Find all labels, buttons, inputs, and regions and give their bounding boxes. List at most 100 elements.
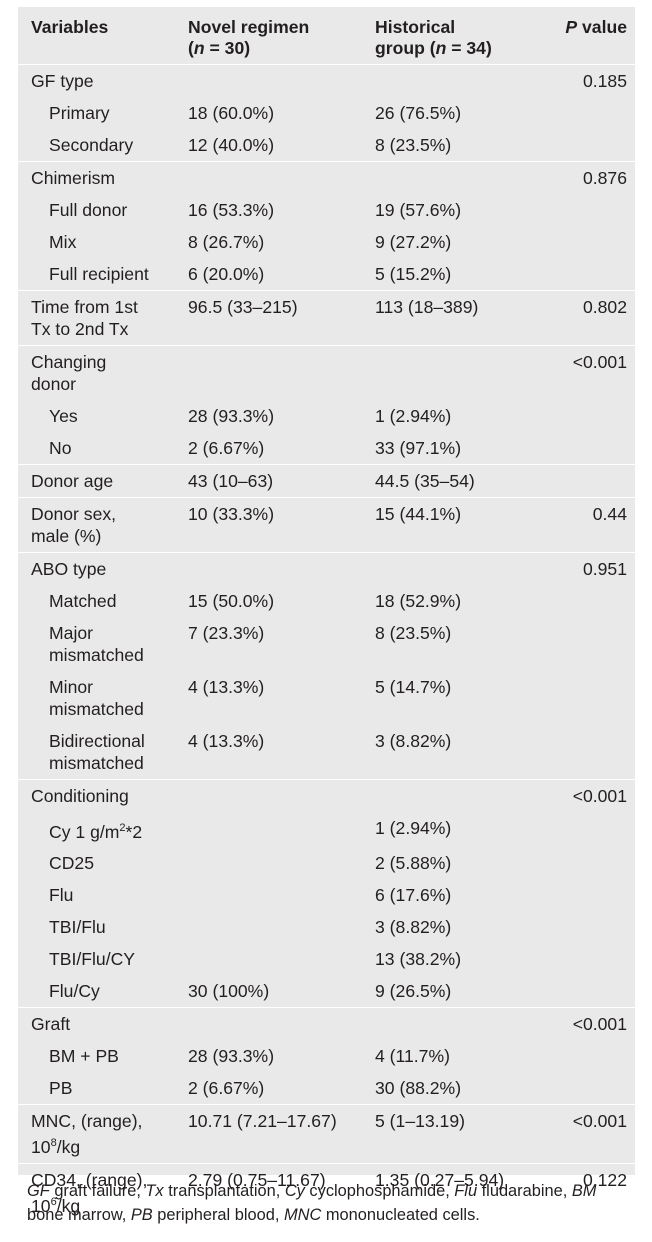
novel-value-cell: 2 (6.67%) bbox=[188, 437, 265, 458]
table-row: ABO type 0.951 bbox=[18, 552, 635, 585]
variable-cell: Bidirectional mismatched bbox=[18, 725, 188, 780]
p-value-cell bbox=[545, 671, 635, 725]
table-panel: Variables Novel regimen (n = 30) Historic… bbox=[18, 7, 635, 1216]
variable-label: Major mismatched bbox=[49, 622, 144, 665]
header-novel-line1: Novel regimen bbox=[188, 17, 310, 37]
variable-label: TBI/Flu bbox=[49, 917, 106, 938]
novel-value-cell bbox=[188, 943, 375, 975]
variable-label: ABO type bbox=[31, 558, 107, 579]
variable-cell: TBI/Flu/CY bbox=[18, 943, 188, 975]
header-variables: Variables bbox=[31, 17, 109, 37]
p-value-cell bbox=[545, 725, 635, 780]
table-row: TBI/Flu/CY 13 (38.2%) bbox=[18, 943, 635, 975]
table-row: Flu/Cy 30 (100%) 9 (26.5%) bbox=[18, 975, 635, 1008]
novel-value-cell: 7 (23.3%) bbox=[188, 622, 265, 643]
variable-cell: Secondary bbox=[18, 129, 188, 162]
historical-value-cell: 8 (23.5%) bbox=[375, 622, 452, 643]
table-row: Mix 8 (26.7%) 9 (27.2%) bbox=[18, 226, 635, 258]
historical-value-cell bbox=[375, 64, 545, 97]
variable-cell: CD34, (range), 106/kg bbox=[18, 1164, 188, 1222]
variable-cell: Full recipient bbox=[18, 258, 188, 291]
historical-value-cell: 9 (26.5%) bbox=[375, 981, 452, 1002]
variable-label: Bidirectional mismatched bbox=[49, 730, 145, 773]
variable-cell: Yes bbox=[18, 400, 188, 432]
novel-value-cell bbox=[188, 911, 375, 943]
p-value-cell bbox=[545, 911, 635, 943]
variable-label: Flu/Cy bbox=[49, 981, 100, 1002]
historical-value-cell: 1.35 (0.27–5.94) bbox=[375, 1170, 505, 1191]
novel-value-cell bbox=[188, 345, 375, 400]
table-row: CD34, (range), 106/kg 2.79 (0.75–11.67) 1.… bbox=[18, 1163, 635, 1222]
variable-cell: Changing donor bbox=[18, 345, 188, 400]
historical-value-cell bbox=[375, 161, 545, 194]
variable-label: Secondary bbox=[49, 134, 134, 155]
variable-label: GF type bbox=[31, 70, 94, 91]
table-row: Minor mismatched 4 (13.3%) 5 (14.7%) bbox=[18, 671, 635, 725]
novel-value-cell: 30 (100%) bbox=[188, 981, 270, 1002]
historical-value-cell: 3 (8.82%) bbox=[375, 730, 452, 751]
p-value-cell bbox=[545, 975, 635, 1008]
novel-value-cell bbox=[188, 812, 375, 848]
p-value-cell bbox=[545, 194, 635, 226]
table-row: Major mismatched 7 (23.3%) 8 (23.5%) bbox=[18, 617, 635, 671]
footnote-abbreviation: BM bbox=[571, 1182, 597, 1200]
header-historical-group: Historical group (n = 34) bbox=[375, 7, 545, 64]
variable-label: BM + PB bbox=[49, 1046, 119, 1067]
variable-cell: BM + PB bbox=[18, 1040, 188, 1072]
table-row: Flu 6 (17.6%) bbox=[18, 879, 635, 911]
historical-value-cell: 2 (5.88%) bbox=[375, 853, 452, 874]
p-value-cell bbox=[545, 943, 635, 975]
novel-value-cell: 2.79 (0.75–11.67) bbox=[188, 1170, 326, 1191]
variable-cell: Minor mismatched bbox=[18, 671, 188, 725]
variable-label: Donor age bbox=[31, 470, 114, 491]
variable-label: Donor sex, male (%) bbox=[31, 503, 117, 546]
table-row: Full recipient 6 (20.0%) 5 (15.2%) bbox=[18, 258, 635, 291]
p-value-cell: 0.951 bbox=[582, 558, 627, 579]
novel-value-cell: 43 (10–63) bbox=[188, 470, 274, 491]
table-row: Chimerism 0.876 bbox=[18, 161, 635, 194]
novel-value-cell: 16 (53.3%) bbox=[188, 199, 275, 220]
table-row: Donor sex, male (%) 10 (33.3%) 15 (44.1%) 0… bbox=[18, 497, 635, 552]
variable-cell: Graft bbox=[18, 1008, 188, 1041]
footnote-definition: fludarabine, bbox=[477, 1182, 572, 1200]
table-row: TBI/Flu 3 (8.82%) bbox=[18, 911, 635, 943]
variable-suffix: *2 bbox=[125, 821, 143, 842]
variable-label: Chimerism bbox=[31, 167, 116, 188]
variable-cell: GF type bbox=[18, 64, 188, 97]
novel-value-cell bbox=[188, 879, 375, 911]
variable-label: Graft bbox=[31, 1014, 71, 1035]
p-value-cell: <0.001 bbox=[572, 351, 627, 372]
variable-label: Changing donor bbox=[31, 351, 107, 394]
header-p-suffix: value bbox=[577, 17, 627, 37]
historical-value-cell: 26 (76.5%) bbox=[375, 102, 462, 123]
p-value-cell bbox=[545, 400, 635, 432]
p-value-cell bbox=[545, 847, 635, 879]
historical-value-cell: 30 (88.2%) bbox=[375, 1078, 462, 1099]
p-value-cell bbox=[545, 617, 635, 671]
p-value-cell bbox=[545, 1072, 635, 1105]
variable-label: Full recipient bbox=[49, 263, 149, 284]
novel-value-cell bbox=[188, 847, 375, 879]
table-row: Bidirectional mismatched 4 (13.3%) 3 (8.82… bbox=[18, 725, 635, 780]
historical-value-cell: 13 (38.2%) bbox=[375, 949, 462, 970]
novel-value-cell bbox=[188, 552, 375, 585]
footnote-definition: mononucleated cells. bbox=[321, 1206, 480, 1224]
variable-cell: Cy 1 g/m2*2 bbox=[18, 812, 188, 848]
historical-value-cell: 1 (2.94%) bbox=[375, 817, 452, 838]
variable-cell: Major mismatched bbox=[18, 617, 188, 671]
header-hist-count: = 34) bbox=[446, 38, 492, 58]
variable-label: Matched bbox=[49, 590, 117, 611]
historical-value-cell bbox=[375, 1008, 545, 1041]
table-row: Primary 18 (60.0%) 26 (76.5%) bbox=[18, 97, 635, 129]
p-value-cell bbox=[545, 1040, 635, 1072]
variable-cell: Time from 1st Tx to 2nd Tx bbox=[18, 290, 188, 345]
header-p-value: P value bbox=[545, 7, 635, 64]
footnote-definition: cyclophosphamide, bbox=[304, 1182, 455, 1200]
table-row: Yes 28 (93.3%) 1 (2.94%) bbox=[18, 400, 635, 432]
variable-cell: Chimerism bbox=[18, 161, 188, 194]
historical-value-cell: 19 (57.6%) bbox=[375, 199, 462, 220]
table-row: No 2 (6.67%) 33 (97.1%) bbox=[18, 432, 635, 465]
p-value-cell bbox=[545, 226, 635, 258]
historical-value-cell bbox=[375, 779, 545, 812]
historical-value-cell: 5 (14.7%) bbox=[375, 676, 452, 697]
